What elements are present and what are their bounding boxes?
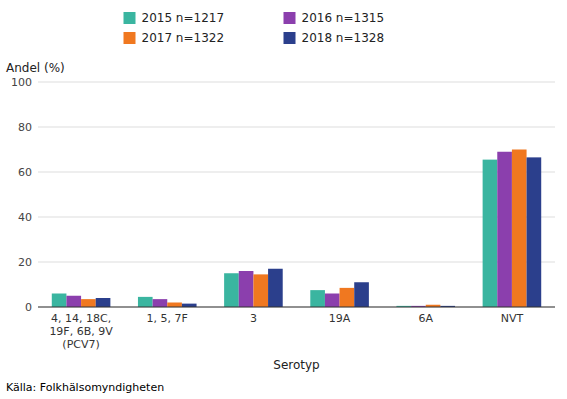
bar — [512, 150, 527, 308]
legend-swatch — [284, 12, 296, 24]
x-tick-label: 6A — [418, 312, 433, 325]
bar — [483, 160, 498, 307]
legend-label: 2015 n=1217 — [142, 11, 225, 25]
bar — [138, 297, 153, 307]
chart-container: 0 20 40 60 80 100 4, 14, 18C,19F, 6B, 9V(PCV7)… — [0, 0, 567, 399]
grid-line — [38, 217, 555, 218]
bar — [81, 299, 96, 307]
x-tick-label: 1, 5, 7F — [147, 312, 188, 325]
legend-label: 2018 n=1328 — [302, 31, 385, 45]
bar — [340, 288, 355, 307]
x-axis-line — [38, 307, 555, 308]
grid-line — [38, 307, 555, 308]
x-tick-label: 3 — [250, 312, 257, 325]
legend-swatch — [284, 32, 296, 44]
bar — [167, 303, 182, 308]
bar — [224, 273, 239, 307]
x-tick-label: NVT — [501, 312, 524, 325]
grid-line — [38, 262, 555, 263]
bar — [182, 304, 197, 307]
background — [0, 0, 567, 399]
grid-line — [38, 172, 555, 173]
y-axis-label: Andel (%) — [6, 61, 65, 75]
grid-line — [38, 127, 555, 128]
bar — [497, 152, 512, 307]
bars — [52, 150, 541, 308]
legend-label: 2016 n=1315 — [302, 11, 385, 25]
bar — [268, 269, 283, 307]
grid-line — [38, 82, 555, 83]
bar — [66, 296, 81, 307]
bar — [310, 290, 325, 307]
legend-label: 2017 n=1322 — [142, 31, 225, 45]
bar — [153, 299, 168, 307]
legend-swatch — [124, 32, 136, 44]
x-tick-label: 4, 14, 18C,19F, 6B, 9V(PCV7) — [49, 312, 113, 351]
y-tick-label: 0 — [25, 301, 32, 314]
bar — [52, 294, 67, 308]
source: Källa: Folkhälsomyndigheten — [6, 381, 164, 394]
x-axis-label: Serotyp — [273, 358, 319, 372]
legend: 2015 n=1217 2016 n=1315 2017 n=1322 2018 n=… — [124, 11, 385, 45]
grid — [38, 82, 555, 307]
y-tick-label: 100 — [11, 76, 32, 89]
bar — [354, 282, 369, 307]
bar — [527, 157, 542, 307]
bar — [253, 274, 268, 307]
chart: 0 20 40 60 80 100 4, 14, 18C,19F, 6B, 9V(PCV7)… — [0, 0, 567, 399]
bar — [325, 294, 340, 308]
y-tick-label: 60 — [18, 166, 32, 179]
y-tick-label: 40 — [18, 211, 32, 224]
y-tick-label: 80 — [18, 121, 32, 134]
bar — [96, 298, 111, 307]
legend-swatch — [124, 12, 136, 24]
x-tick-label: 19A — [329, 312, 351, 325]
y-tick-label: 20 — [18, 256, 32, 269]
bar — [239, 271, 254, 307]
